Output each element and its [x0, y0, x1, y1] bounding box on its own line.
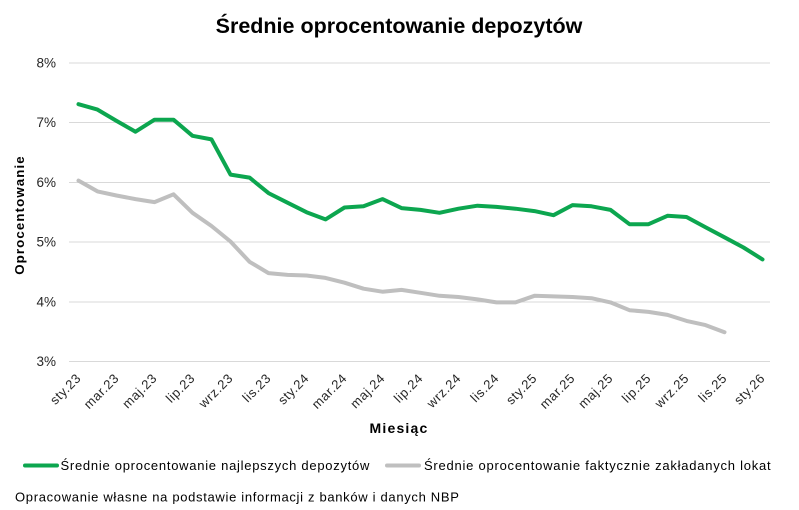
svg-text:4%: 4% — [36, 294, 56, 309]
svg-text:wrz.23: wrz.23 — [195, 371, 236, 412]
svg-text:7%: 7% — [36, 115, 56, 130]
svg-text:8%: 8% — [36, 56, 56, 71]
svg-text:5%: 5% — [36, 235, 56, 250]
svg-text:lip.25: lip.25 — [619, 371, 654, 406]
svg-text:sty.23: sty.23 — [47, 371, 84, 408]
svg-text:mar.23: mar.23 — [81, 371, 122, 412]
svg-text:Miesiąc: Miesiąc — [370, 420, 429, 436]
svg-text:Średnie oprocentowanie faktycz: Średnie oprocentowanie faktycznie zakład… — [424, 458, 771, 473]
svg-text:Średnie oprocentowanie depozyt: Średnie oprocentowanie depozytów — [216, 13, 583, 38]
svg-text:sty.26: sty.26 — [731, 371, 768, 408]
svg-text:mar.24: mar.24 — [309, 371, 350, 412]
svg-text:Oprocentowanie: Oprocentowanie — [12, 155, 27, 275]
svg-text:Opracowanie własne na podstawi: Opracowanie własne na podstawie informac… — [15, 490, 460, 505]
svg-text:6%: 6% — [36, 175, 56, 190]
svg-text:maj.25: maj.25 — [575, 371, 616, 412]
svg-text:wrz.25: wrz.25 — [651, 371, 692, 412]
svg-text:lis.25: lis.25 — [695, 371, 730, 406]
svg-text:3%: 3% — [36, 354, 56, 369]
svg-text:sty.25: sty.25 — [503, 371, 540, 408]
svg-text:sty.24: sty.24 — [275, 371, 312, 408]
svg-text:lis.23: lis.23 — [239, 371, 274, 406]
svg-text:lip.23: lip.23 — [163, 371, 198, 406]
svg-text:maj.24: maj.24 — [347, 371, 388, 412]
svg-text:lis.24: lis.24 — [467, 371, 502, 406]
svg-text:mar.25: mar.25 — [537, 371, 578, 412]
svg-text:Średnie oprocentowanie najleps: Średnie oprocentowanie najlepszych depoz… — [61, 458, 371, 473]
svg-text:wrz.24: wrz.24 — [423, 371, 464, 412]
svg-text:maj.23: maj.23 — [119, 371, 160, 412]
svg-text:lip.24: lip.24 — [391, 371, 426, 406]
